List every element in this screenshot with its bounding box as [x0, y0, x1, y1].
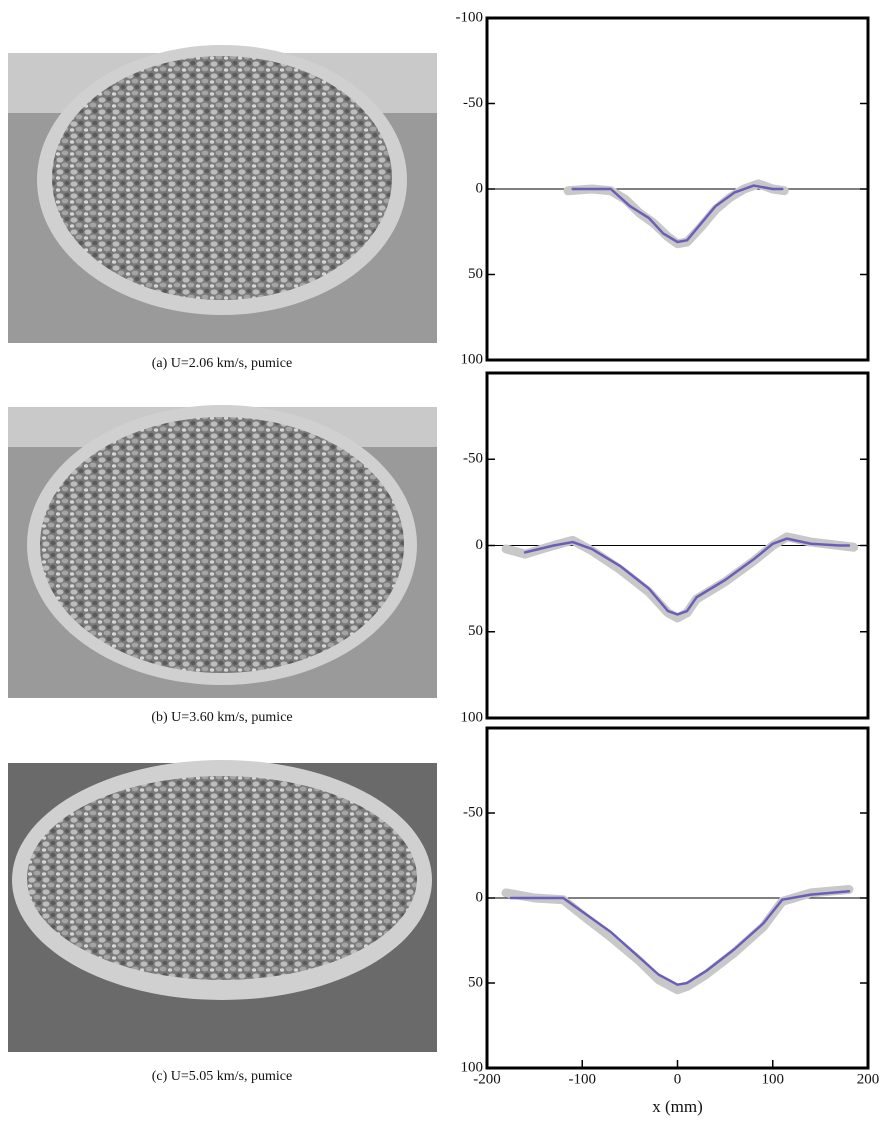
y-tick-label: 50	[468, 623, 483, 639]
y-tick-label: 100	[461, 1059, 484, 1075]
x-tick-label: 200	[857, 1071, 880, 1087]
y-tick-label: 100	[461, 351, 484, 367]
measured-band	[501, 532, 859, 623]
measured-band	[563, 179, 789, 249]
y-tick-label: 0	[476, 180, 484, 196]
photo-c	[8, 760, 437, 1052]
photo-b	[8, 405, 437, 698]
y-tick-label: -100	[456, 9, 484, 25]
plot-frame	[485, 371, 870, 720]
x-tick-label: 100	[762, 1071, 785, 1087]
measured-band	[501, 885, 854, 995]
y-tick-label: 100	[461, 709, 484, 725]
y-tick-label: 0	[476, 537, 484, 553]
y-tick-label: -50	[463, 804, 483, 820]
caption: (b) U=3.60 km/s, pumice	[151, 710, 292, 725]
caption: (a) U=2.06 km/s, pumice	[152, 356, 292, 371]
profile-line	[523, 537, 851, 616]
x-axis-label: x (mm)	[652, 1097, 703, 1116]
y-tick-label: -50	[463, 95, 483, 111]
photo-a	[8, 45, 437, 343]
x-tick-label: 0	[674, 1071, 682, 1087]
caption: (c) U=5.05 km/s, pumice	[152, 1069, 292, 1084]
plot-frame	[485, 16, 870, 362]
x-tick-label: -100	[569, 1071, 597, 1087]
y-tick-label: 50	[468, 974, 483, 990]
y-tick-label: -50	[463, 451, 483, 467]
x-tick-label: -200	[473, 1071, 501, 1087]
y-tick-label: 0	[476, 889, 484, 905]
profile-line	[571, 184, 784, 244]
y-tick-label: 50	[468, 266, 483, 282]
plot-frame	[485, 726, 870, 1070]
profile-line	[509, 889, 851, 986]
